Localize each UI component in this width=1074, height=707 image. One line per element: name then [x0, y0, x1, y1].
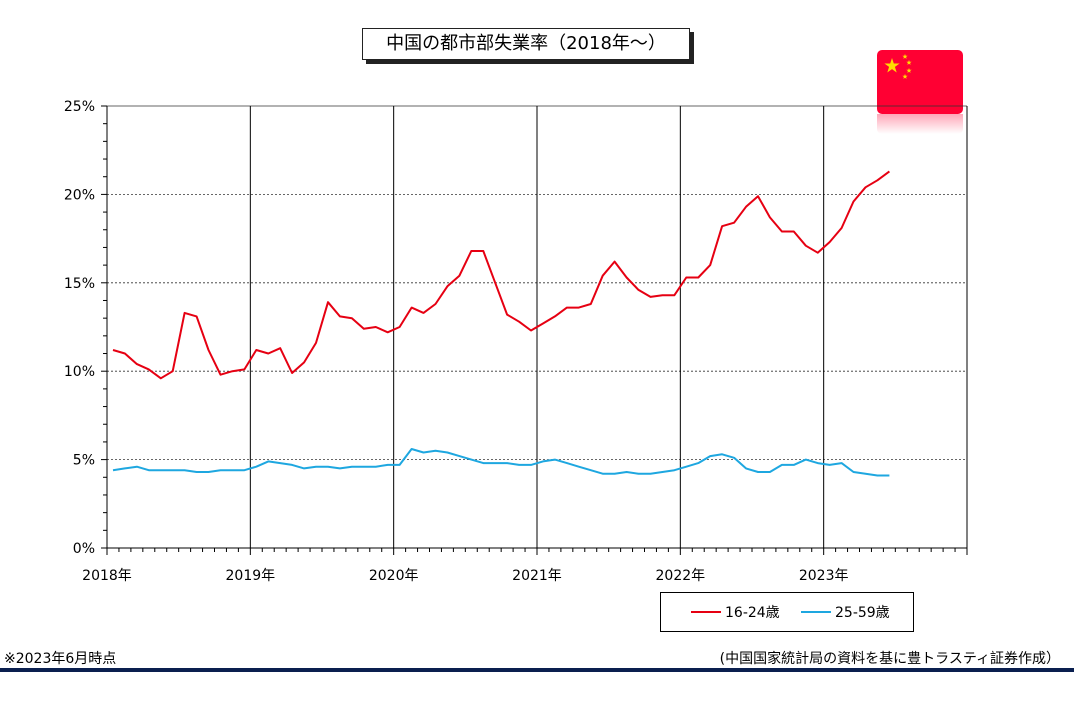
legend-swatch-16-24: [691, 611, 721, 613]
legend-label-25-59: 25-59歳: [835, 605, 890, 621]
y-tick-label: 10%: [64, 364, 95, 380]
chart-title: 中国の都市部失業率（2018年～）: [362, 28, 690, 60]
flag-small-star: [906, 60, 912, 65]
x-tick-label: 2023年: [799, 568, 849, 584]
x-tick-label: 2021年: [512, 568, 562, 584]
flag-small-star: [906, 68, 912, 73]
series-line-16-24: [112, 170, 890, 380]
flag-reflection: [877, 114, 963, 134]
legend-item-25-59: 25-59歳: [801, 603, 890, 623]
series: [112, 170, 890, 477]
china-flag-icon: [877, 50, 963, 114]
legend-item-16-24: 16-24歳: [691, 603, 780, 623]
legend: 16-24歳 25-59歳: [660, 592, 914, 632]
x-tick-label: 2019年: [226, 568, 276, 584]
footnote-date: ※2023年6月時点: [4, 651, 117, 667]
y-tick-label: 5%: [73, 453, 95, 469]
flag-small-star: [902, 54, 908, 59]
flag-small-star: [902, 74, 908, 79]
flag-large-star: [884, 58, 900, 73]
grid: [107, 105, 967, 548]
legend-label-16-24: 16-24歳: [725, 605, 780, 621]
x-tick-label: 2020年: [369, 568, 419, 584]
tick-labels: 0% 5% 10% 15% 20% 25% 2018年 2019年 2020年 2021年 2022…: [64, 99, 849, 584]
series-line-25-59: [112, 448, 890, 477]
y-tick-label: 15%: [64, 276, 95, 292]
x-tick-label: 2018年: [82, 568, 132, 584]
axes: [101, 105, 968, 555]
y-tick-label: 0%: [73, 541, 95, 557]
y-tick-label: 25%: [64, 99, 95, 115]
footnote-source: (中国国家統計局の資料を基に豊トラスティ証券作成）: [719, 651, 1060, 667]
legend-swatch-25-59: [801, 611, 831, 613]
x-tick-label: 2022年: [656, 568, 706, 584]
y-tick-label: 20%: [64, 187, 95, 203]
bottom-rule: [0, 668, 1074, 672]
